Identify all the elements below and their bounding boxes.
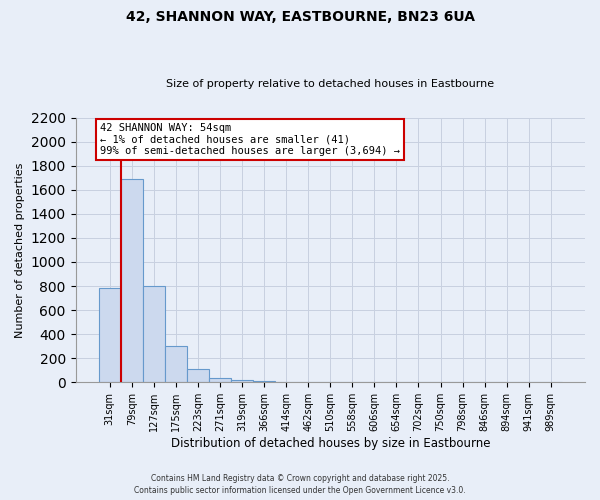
Bar xyxy=(187,369,209,382)
Bar xyxy=(165,346,187,383)
Y-axis label: Number of detached properties: Number of detached properties xyxy=(15,162,25,338)
Bar xyxy=(209,378,231,382)
Bar xyxy=(253,381,275,382)
Text: 42, SHANNON WAY, EASTBOURNE, BN23 6UA: 42, SHANNON WAY, EASTBOURNE, BN23 6UA xyxy=(125,10,475,24)
Bar xyxy=(231,380,253,382)
Bar xyxy=(143,286,165,382)
Bar xyxy=(121,179,143,382)
X-axis label: Distribution of detached houses by size in Eastbourne: Distribution of detached houses by size … xyxy=(170,437,490,450)
Bar xyxy=(98,288,121,382)
Title: Size of property relative to detached houses in Eastbourne: Size of property relative to detached ho… xyxy=(166,79,494,89)
Text: Contains HM Land Registry data © Crown copyright and database right 2025.
Contai: Contains HM Land Registry data © Crown c… xyxy=(134,474,466,495)
Text: 42 SHANNON WAY: 54sqm
← 1% of detached houses are smaller (41)
99% of semi-detac: 42 SHANNON WAY: 54sqm ← 1% of detached h… xyxy=(100,123,400,156)
